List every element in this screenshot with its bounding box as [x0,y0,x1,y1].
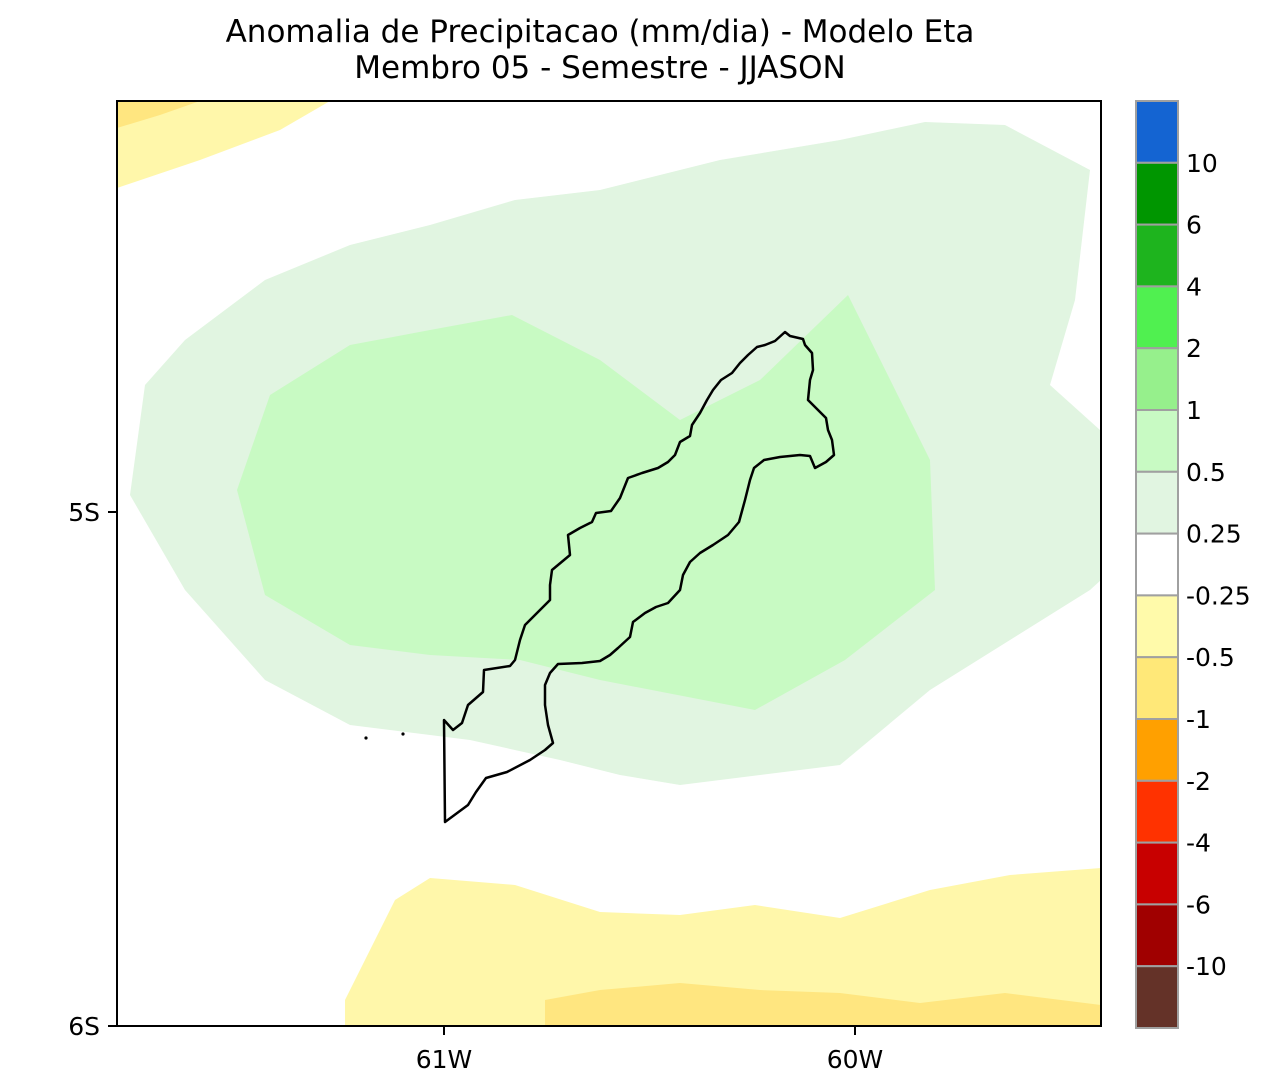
colorbar-label: -0.25 [1186,581,1251,610]
colorbar-swatch [1135,347,1179,412]
map-plot-area [117,101,1101,1026]
colorbar-label: -10 [1186,952,1227,981]
anomaly-region-bottom-light [345,868,1101,1026]
colorbar-swatch [1135,285,1179,350]
y-tick-label: 5S [68,498,100,527]
colorbar-swatch [1135,779,1179,844]
colorbar-swatch [1135,965,1179,1030]
colorbar-label: -0.5 [1186,643,1235,672]
x-tick-label: 60W [827,1045,884,1074]
colorbar-swatch [1135,223,1179,288]
colorbar-swatch [1135,718,1179,782]
boundary-outline [442,330,836,824]
colorbar-label: -1 [1186,705,1211,734]
anomaly-region-top-left-dark [117,101,200,128]
map-title-line-1: Anomalia de Precipitacao (mm/dia) - Mode… [226,14,975,50]
colorbar-label: -6 [1186,890,1211,919]
map-title-line-2: Membro 05 - Semestre - JJASON [354,50,846,86]
colorbar-label: 10 [1186,149,1218,178]
y-tick-label: 6S [68,1012,100,1041]
colorbar-label: 4 [1186,272,1202,301]
colorbar-label: 6 [1186,211,1202,240]
anomaly-region-bottom-dark [545,983,1101,1026]
colorbar-swatch [1135,532,1179,597]
colorbar-swatch [1135,470,1179,535]
colorbar-swatch [1135,594,1179,659]
colorbar-swatch [1135,841,1179,906]
colorbar-label: 2 [1186,334,1202,363]
x-tick-label: 61W [416,1045,473,1074]
colorbar-swatch [1135,656,1179,721]
anomaly-region-top-left-light [117,101,330,188]
colorbar-swatch [1135,100,1179,164]
colorbar-label: 1 [1186,396,1202,425]
colorbar-swatch [1135,409,1179,473]
island-dot [364,736,368,740]
colorbar-label: -2 [1186,767,1211,796]
colorbar-swatch [1135,161,1179,226]
plot-frame [116,100,1102,1027]
colorbar: 10 6 4 2 1 0.5 0.25 -0.25 -0.5 -1 -2 -4 -6 -10 [1135,100,1251,1030]
colorbar-label: -4 [1186,829,1211,858]
colorbar-label: 0.25 [1186,520,1242,549]
island-dot [401,732,405,736]
colorbar-label: 0.5 [1186,458,1226,487]
colorbar-swatch [1135,903,1179,968]
anomaly-region-green [237,295,935,710]
